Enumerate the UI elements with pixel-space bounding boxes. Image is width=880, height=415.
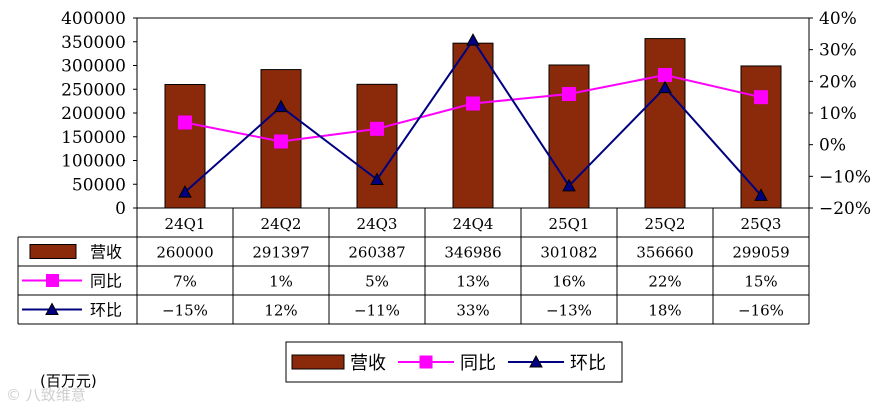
marker-同比-25Q3	[754, 90, 768, 105]
right-tick-label: 0%	[819, 136, 846, 156]
cell-同比: 5%	[365, 273, 389, 291]
table-key-营收	[29, 244, 77, 259]
category-label: 25Q2	[645, 215, 686, 233]
legend-key-同比	[419, 355, 433, 369]
table-key-marker-环比	[45, 302, 59, 315]
marker-环比-25Q2	[658, 80, 672, 94]
cell-环比: −11%	[354, 302, 400, 320]
marker-同比-24Q1	[178, 115, 192, 130]
left-tick-label: 350000	[61, 33, 126, 53]
marker-同比-24Q2	[274, 134, 288, 149]
watermark: © 八致维意	[6, 386, 86, 404]
bar-24Q4	[452, 42, 494, 209]
cell-营收: 356660	[636, 244, 693, 262]
row-label-同比: 同比	[90, 272, 122, 291]
cell-营收: 346986	[444, 244, 501, 262]
left-tick-label: 50000	[72, 175, 126, 195]
cell-环比: 33%	[456, 302, 489, 320]
category-label: 24Q2	[261, 215, 302, 233]
cell-环比: 12%	[264, 302, 297, 320]
bar-25Q2	[644, 38, 686, 209]
left-tick-label: 150000	[61, 128, 126, 148]
cell-同比: 13%	[456, 273, 489, 291]
category-label: 24Q3	[357, 215, 398, 233]
right-tick-label: 40%	[819, 9, 857, 29]
category-label: 24Q4	[453, 215, 494, 233]
cell-环比: −15%	[162, 302, 208, 320]
cell-同比: 15%	[744, 273, 777, 291]
row-label-环比: 环比	[90, 301, 122, 320]
marker-同比-24Q3	[370, 121, 384, 136]
cell-同比: 16%	[552, 273, 585, 291]
left-tick-label: 200000	[61, 104, 126, 124]
left-tick-label: 250000	[61, 80, 126, 100]
table-key-marker-同比	[46, 274, 59, 287]
category-label: 25Q3	[741, 215, 782, 233]
cell-同比: 1%	[269, 273, 293, 291]
cell-营收: 260000	[156, 244, 213, 262]
left-tick-label: 300000	[61, 57, 126, 77]
marker-同比-25Q1	[562, 87, 576, 101]
marker-环比-24Q4	[466, 33, 480, 46]
bar-24Q3	[356, 83, 398, 209]
legend-key-营收	[291, 354, 345, 370]
marker-环比-25Q3	[754, 188, 768, 201]
cell-同比: 7%	[173, 273, 197, 291]
marker-环比-25Q1	[562, 178, 576, 192]
cell-营收: 301082	[540, 244, 597, 262]
left-tick-label: 400000	[61, 9, 126, 29]
cell-同比: 22%	[648, 273, 681, 291]
right-tick-label: −10%	[819, 167, 871, 187]
legend-key-环比	[529, 354, 543, 368]
cell-营收: 299059	[732, 244, 789, 262]
right-tick-label: 30%	[819, 41, 857, 61]
category-label: 25Q1	[549, 215, 590, 233]
left-tick-label: 100000	[61, 152, 126, 172]
marker-环比-24Q1	[178, 185, 192, 198]
bar-25Q3	[740, 65, 782, 209]
cell-营收: 260387	[348, 244, 405, 262]
unit-label: (百万元)	[40, 372, 97, 390]
cell-营收: 291397	[252, 244, 309, 262]
marker-同比-25Q2	[658, 68, 672, 82]
cell-环比: 18%	[648, 302, 681, 320]
legend-label-环比: 环比	[570, 353, 606, 374]
right-tick-label: 10%	[819, 104, 857, 124]
marker-环比-24Q3	[370, 172, 384, 185]
cell-环比: −16%	[738, 302, 784, 320]
marker-环比-24Q2	[274, 99, 288, 113]
right-tick-label: 20%	[819, 72, 857, 92]
cell-环比: −13%	[546, 302, 592, 320]
left-tick-label: 0	[115, 199, 126, 219]
row-label-营收: 营收	[90, 243, 122, 262]
right-tick-label: −20%	[819, 199, 871, 219]
marker-同比-24Q4	[466, 96, 480, 111]
legend-label-同比: 同比	[460, 353, 496, 374]
legend-label-营收: 营收	[350, 353, 386, 374]
category-label: 24Q1	[165, 215, 206, 233]
